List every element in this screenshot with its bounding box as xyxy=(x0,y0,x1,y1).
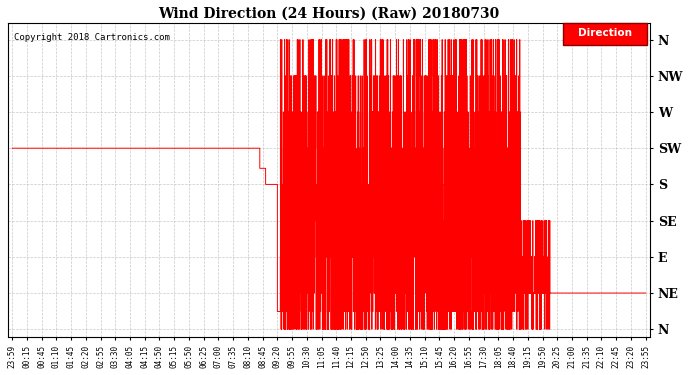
Text: Direction: Direction xyxy=(578,28,632,38)
FancyBboxPatch shape xyxy=(563,24,647,45)
Text: Copyright 2018 Cartronics.com: Copyright 2018 Cartronics.com xyxy=(14,33,170,42)
Title: Wind Direction (24 Hours) (Raw) 20180730: Wind Direction (24 Hours) (Raw) 20180730 xyxy=(158,7,500,21)
